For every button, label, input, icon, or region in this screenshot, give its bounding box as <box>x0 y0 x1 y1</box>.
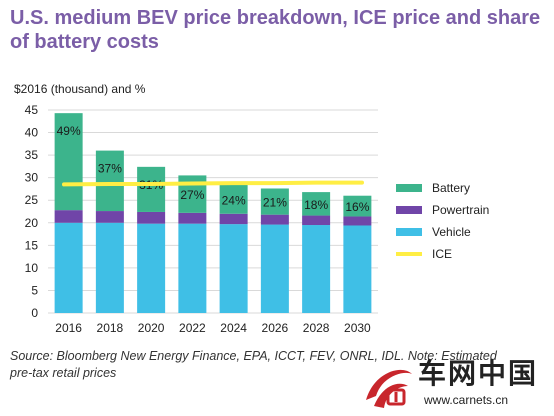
bar-vehicle-2030 <box>343 225 372 313</box>
y-tick-label: 10 <box>25 261 39 275</box>
y-tick-label: 35 <box>25 148 39 162</box>
source-note: Source: Bloomberg New Energy Finance, EP… <box>10 349 497 380</box>
y-tick-label: 30 <box>25 171 39 185</box>
battery-share-label: 27% <box>180 188 204 202</box>
y-tick-label: 0 <box>31 306 38 320</box>
bar-powertrain-2018 <box>95 211 124 223</box>
y-tick-label: 5 <box>31 283 38 297</box>
bar-powertrain-2020 <box>137 211 166 224</box>
bar-vehicle-2028 <box>302 225 331 313</box>
watermark-brand: 车网中国 <box>418 357 539 390</box>
x-tick-label: 2018 <box>97 321 124 335</box>
battery-share-label: 24% <box>222 193 246 207</box>
bar-vehicle-2018 <box>95 222 124 313</box>
bar-battery-2026 <box>260 188 289 215</box>
battery-share-labels: 49%37%31%27% 24% 21% 18% 16% <box>57 124 370 214</box>
y-tick-label: 40 <box>25 126 39 140</box>
bar-vehicle-2016 <box>54 222 83 313</box>
legend-swatch-powertrain <box>396 206 422 214</box>
ice-series-line <box>62 180 364 187</box>
legend-swatch-battery <box>396 184 422 192</box>
y-axis-ticks: 0 5 10 15 20 25 30 35 40 45 <box>25 103 39 320</box>
bar-powertrain-2022 <box>178 212 207 224</box>
bar-battery-2024 <box>219 184 248 214</box>
x-tick-label: 2028 <box>303 321 330 335</box>
battery-share-label: 49% <box>57 124 81 138</box>
bar-powertrain-2030 <box>343 216 372 226</box>
battery-share-label: 16% <box>345 200 369 214</box>
legend-label-battery: Battery <box>432 181 470 195</box>
legend-label-powertrain: Powertrain <box>432 203 489 217</box>
bar-vehicle-2022 <box>178 223 207 313</box>
chart-title: U.S. medium BEV price breakdown, ICE pri… <box>10 7 541 53</box>
battery-share-label: 18% <box>304 198 328 212</box>
ice-line <box>62 180 364 187</box>
bar-battery-2018 <box>95 150 124 212</box>
legend-swatch-ice <box>396 252 422 256</box>
y-tick-label: 25 <box>25 193 39 207</box>
watermark: 车网中国 www.carnets.cn <box>358 356 550 414</box>
battery-share-label: 21% <box>263 196 287 210</box>
x-tick-label: 2030 <box>344 321 371 335</box>
bar-vehicle-2020 <box>137 223 166 313</box>
legend-label-vehicle: Vehicle <box>432 225 471 239</box>
legend: Battery Powertrain Vehicle ICE <box>396 181 489 261</box>
bar-powertrain-2026 <box>260 214 289 225</box>
bar-powertrain-2016 <box>54 210 83 223</box>
watermark-url: www.carnets.cn <box>424 393 509 407</box>
x-tick-label: 2024 <box>220 321 247 335</box>
x-tick-label: 2026 <box>262 321 289 335</box>
bar-vehicle-2026 <box>260 224 289 313</box>
bar-battery-2020 <box>137 166 166 212</box>
carnets-logo-icon <box>366 369 412 408</box>
bar-battery-2030 <box>343 195 372 217</box>
x-tick-label: 2016 <box>55 321 82 335</box>
x-tick-label: 2020 <box>138 321 165 335</box>
y-tick-label: 20 <box>25 216 39 230</box>
battery-share-label: 37% <box>98 162 122 176</box>
bars <box>54 113 372 313</box>
x-tick-label: 2022 <box>179 321 206 335</box>
stacked-bar-chart: $2016 (thousand) and % 0 5 10 15 20 25 30 35 40 4… <box>14 82 489 335</box>
x-axis-ticks: 2016 2018 2020 2022 2024 2026 2028 2030 <box>55 321 371 335</box>
legend-label-ice: ICE <box>432 247 452 261</box>
y-tick-label: 45 <box>25 103 39 117</box>
legend-swatch-vehicle <box>396 228 422 236</box>
bar-battery-2028 <box>302 192 331 216</box>
y-tick-label: 15 <box>25 238 39 252</box>
bar-vehicle-2024 <box>219 224 248 313</box>
bar-battery-2016 <box>54 113 83 211</box>
y-axis-label: $2016 (thousand) and % <box>14 82 146 96</box>
bar-powertrain-2024 <box>219 213 248 225</box>
bar-powertrain-2028 <box>302 215 331 226</box>
